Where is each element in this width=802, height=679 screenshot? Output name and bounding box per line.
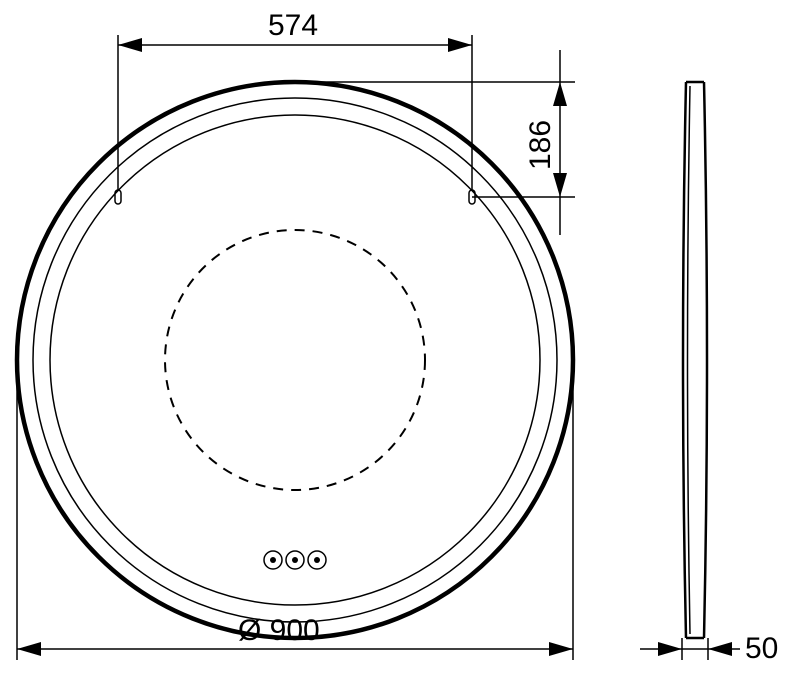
- inner-ring: [50, 115, 540, 605]
- dim-50-arrow-left: [658, 642, 682, 656]
- dim-186: 186: [300, 50, 575, 235]
- buttons-group: [264, 551, 326, 569]
- button-3-dot: [314, 557, 320, 563]
- dim-186-arrow-bottom: [553, 173, 567, 197]
- dim-dia-arrow-left: [17, 642, 41, 656]
- side-view: [683, 82, 707, 638]
- dim-574-label: 574: [268, 9, 318, 42]
- button-1-dot: [270, 557, 276, 563]
- dim-574: 574: [118, 9, 472, 190]
- dim-574-arrow-left: [118, 38, 142, 52]
- dim-dia-label: Ø 900: [238, 614, 320, 647]
- technical-drawing: 574 186 Ø 900 50: [0, 0, 802, 679]
- outer-ring-inner: [33, 98, 557, 622]
- dim-574-arrow-right: [448, 38, 472, 52]
- side-right-edge: [704, 82, 707, 638]
- dim-50-label: 50: [745, 632, 778, 665]
- side-inner-line: [688, 86, 691, 634]
- button-2-dot: [292, 557, 298, 563]
- outer-circle: [17, 82, 573, 638]
- dim-186-label: 186: [524, 120, 557, 170]
- front-view: [17, 82, 573, 638]
- dim-50-arrow-right: [708, 642, 732, 656]
- dashed-circle: [165, 230, 425, 490]
- dim-50: 50: [640, 632, 778, 665]
- dim-dia-arrow-right: [549, 642, 573, 656]
- side-left-edge: [683, 82, 686, 638]
- dim-186-arrow-top: [553, 82, 567, 106]
